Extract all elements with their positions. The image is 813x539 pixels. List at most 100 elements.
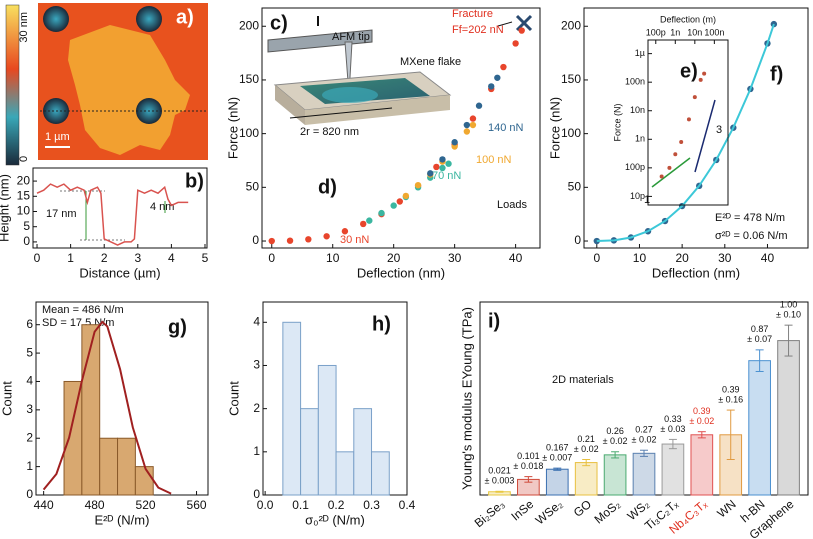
x-tick-label: 40 xyxy=(761,251,775,265)
x-tick-label: 10n xyxy=(687,27,702,37)
y-tick-label: 10 xyxy=(17,204,31,218)
series-label: 100 nN xyxy=(476,154,512,166)
annotation: Loads xyxy=(497,199,527,211)
fit-line xyxy=(596,23,775,242)
y-tick-label: 5 xyxy=(23,219,30,233)
data-point xyxy=(439,156,446,163)
error-label: ± 0.10 xyxy=(776,310,801,320)
x-tick-label: 20 xyxy=(387,251,401,265)
y-tick-label: 1n xyxy=(635,134,645,144)
y-tick-label: 3 xyxy=(26,402,33,416)
schematic xyxy=(267,14,533,125)
plot-frame xyxy=(583,7,809,249)
x-tick-label: 3 xyxy=(134,251,141,265)
series-label: 70 nN xyxy=(432,170,461,182)
error-label: ± 0.16 xyxy=(718,394,743,404)
x-tick-label: 30 xyxy=(448,251,462,265)
data-point xyxy=(378,209,385,217)
error-label: ± 0.02 xyxy=(632,435,657,445)
x-tick-label: 480 xyxy=(85,498,105,512)
x-tick-label: 0 xyxy=(593,251,600,265)
panel-label: e) xyxy=(680,60,698,82)
x-tick-label: 4 xyxy=(168,251,175,265)
x-tick-label: 100p xyxy=(646,27,666,37)
data-point xyxy=(659,174,664,179)
data-point xyxy=(463,128,471,135)
data-point xyxy=(427,170,434,177)
x-axis-label: Deflection (m) xyxy=(660,14,716,24)
error-label: ± 0.007 xyxy=(542,453,572,463)
panel-label: g) xyxy=(168,316,187,338)
x-axis-label: σ₀²ᴰ (N/m) xyxy=(305,512,365,527)
data-point xyxy=(692,95,697,100)
bar xyxy=(545,468,569,496)
data-point xyxy=(439,164,446,172)
annotation: Fracture xyxy=(452,8,493,20)
data-point xyxy=(500,63,507,71)
data-point xyxy=(390,202,397,209)
annotation: AFM tip xyxy=(332,31,370,43)
panel-label: d) xyxy=(318,176,337,198)
category-label: GO xyxy=(571,497,594,520)
annotation: σ²ᴰ = 0.06 N/m xyxy=(715,230,788,242)
data-point xyxy=(451,139,458,146)
panel-label: c) xyxy=(270,12,288,34)
annotation: Ff=202 nN xyxy=(452,24,504,36)
data-point xyxy=(667,165,672,170)
y-tick-label: 2 xyxy=(26,430,33,444)
data-point xyxy=(475,102,483,109)
x-tick-label: 0.0 xyxy=(257,498,274,512)
y-tick-label: 50 xyxy=(568,180,582,194)
colorbar-min: 0 xyxy=(18,156,30,162)
y-tick-label: 200 xyxy=(561,18,581,32)
bar xyxy=(632,452,656,496)
bar xyxy=(661,443,685,496)
data-point xyxy=(702,71,707,76)
y-tick-label: 5 xyxy=(26,345,33,359)
data-point xyxy=(512,40,519,47)
y-tick-label: 3 xyxy=(253,358,260,372)
x-tick-label: 1n xyxy=(670,27,680,37)
scale-bar-label: 1 µm xyxy=(45,131,70,143)
histogram-bar xyxy=(134,466,154,496)
value-label: 0.21 xyxy=(577,434,595,444)
x-tick-label: 10 xyxy=(326,251,340,265)
x-tick-label: 0.3 xyxy=(363,498,380,512)
value-label: 0.021 xyxy=(488,466,511,476)
data-line xyxy=(36,183,189,246)
data-point xyxy=(433,163,440,171)
y-tick-label: 50 xyxy=(246,180,260,194)
plot-frame xyxy=(261,7,541,249)
y-tick-label: 100n xyxy=(625,77,645,87)
value-label: 0.87 xyxy=(751,324,769,334)
data-point xyxy=(673,152,678,157)
data-point xyxy=(469,115,477,122)
y-tick-label: 100p xyxy=(625,162,645,172)
data-point xyxy=(414,181,422,189)
x-tick-label: 440 xyxy=(34,498,54,512)
histogram-bar xyxy=(282,321,302,496)
bar xyxy=(777,340,800,496)
error-label: ± 0.018 xyxy=(513,461,543,471)
x-tick-label: 0.4 xyxy=(399,498,416,512)
y-tick-label: 2 xyxy=(253,401,260,415)
panel-label: a) xyxy=(176,6,194,28)
data-point xyxy=(593,237,600,245)
histogram-bar xyxy=(335,451,355,496)
slope-line xyxy=(694,99,716,173)
error-label: ± 0.07 xyxy=(747,334,772,344)
y-tick-label: 4 xyxy=(26,374,33,388)
y-tick-label: 6 xyxy=(26,317,33,331)
y-tick-label: 0 xyxy=(23,234,30,248)
data-point xyxy=(469,121,477,129)
category-label: Bi₂Se₃ xyxy=(472,497,508,530)
histogram-bar xyxy=(317,364,337,496)
value-label: 0.27 xyxy=(635,425,653,435)
annotation: Mean = 486 N/m xyxy=(42,304,124,316)
x-tick-label: 20 xyxy=(675,251,689,265)
y-axis-label: Force (nN) xyxy=(547,97,562,159)
x-axis-label: Distance (µm) xyxy=(79,265,160,280)
value-label: 0.167 xyxy=(546,443,569,453)
value-label: 0.39 xyxy=(722,384,740,394)
x-tick-label: 5 xyxy=(202,251,209,265)
